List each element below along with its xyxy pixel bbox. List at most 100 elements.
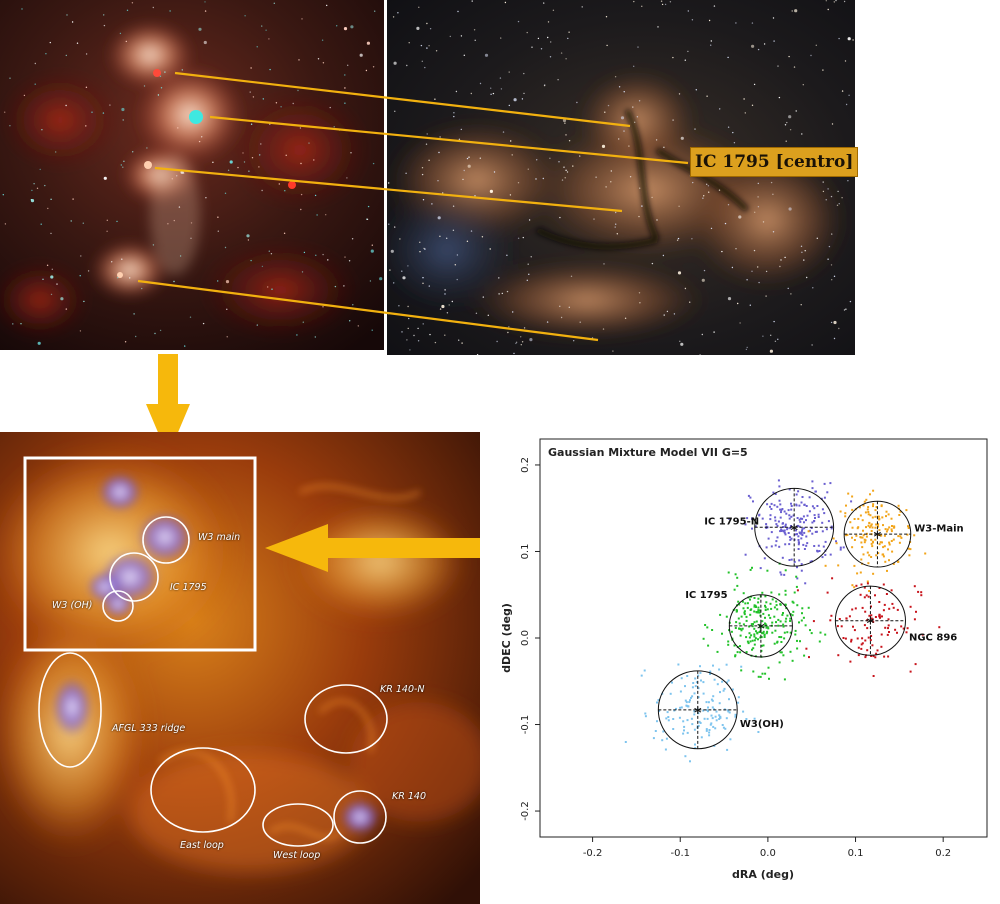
star — [3, 111, 6, 113]
data-point — [836, 625, 839, 628]
data-point — [830, 614, 833, 617]
star — [300, 208, 302, 211]
star — [30, 199, 33, 201]
data-point — [874, 616, 877, 618]
data-point — [713, 744, 716, 747]
star — [663, 314, 665, 316]
star — [669, 1, 672, 3]
data-point — [734, 654, 737, 657]
data-point — [750, 634, 753, 637]
data-point — [844, 637, 847, 640]
data-point — [673, 709, 676, 712]
data-point — [769, 518, 772, 521]
data-point — [693, 728, 696, 731]
data-point — [790, 558, 793, 561]
data-point — [726, 709, 729, 712]
data-point — [778, 593, 781, 596]
data-point — [680, 677, 683, 680]
data-point — [921, 633, 924, 636]
star — [50, 275, 54, 279]
star — [710, 227, 713, 230]
data-point — [824, 633, 827, 636]
star — [122, 119, 124, 121]
data-point — [782, 623, 785, 626]
data-point — [746, 640, 749, 643]
data-point — [784, 543, 787, 546]
data-point — [755, 630, 757, 633]
data-point — [898, 541, 901, 544]
data-point — [719, 613, 722, 616]
data-point — [848, 615, 851, 618]
data-point — [790, 515, 793, 518]
data-point — [757, 606, 760, 609]
data-point — [881, 615, 883, 618]
data-point — [888, 559, 890, 562]
data-point — [867, 511, 870, 513]
star — [836, 204, 839, 206]
y-tick-label: 0.2 — [520, 457, 531, 473]
star — [847, 180, 849, 182]
data-point — [751, 625, 754, 628]
star — [34, 83, 36, 85]
data-point — [780, 509, 783, 512]
star — [638, 100, 641, 102]
star — [50, 198, 52, 200]
data-point — [709, 723, 712, 726]
data-point — [782, 526, 785, 528]
data-point — [755, 611, 758, 614]
data-point — [894, 628, 897, 631]
star — [120, 164, 123, 166]
star — [616, 233, 618, 235]
star — [44, 184, 46, 187]
star — [661, 3, 664, 6]
data-point — [753, 635, 756, 638]
star — [453, 115, 455, 118]
star — [344, 74, 346, 76]
star — [224, 192, 227, 194]
data-point — [800, 531, 803, 534]
data-point — [878, 534, 881, 536]
data-point — [683, 725, 686, 728]
star — [481, 236, 484, 238]
data-point — [763, 634, 766, 637]
star — [746, 346, 748, 349]
x-axis-label: dRA (deg) — [732, 868, 794, 881]
data-point — [759, 567, 762, 570]
data-point — [698, 720, 701, 723]
star — [438, 151, 440, 154]
data-point — [851, 546, 854, 549]
star — [603, 263, 605, 265]
data-point — [860, 583, 863, 586]
data-point — [887, 618, 890, 621]
data-point — [726, 681, 729, 684]
star — [285, 154, 287, 156]
star — [103, 24, 106, 27]
star — [638, 292, 641, 294]
data-point — [762, 630, 765, 633]
star — [830, 321, 833, 324]
data-point — [737, 600, 740, 603]
star — [513, 98, 517, 102]
data-point — [796, 533, 798, 536]
star — [678, 205, 680, 207]
data-point — [806, 514, 809, 517]
data-point — [917, 590, 920, 593]
star — [251, 157, 254, 159]
data-point — [869, 639, 872, 642]
star — [581, 6, 583, 8]
data-point — [793, 560, 796, 563]
data-point — [736, 651, 739, 654]
data-point — [740, 665, 743, 668]
star — [517, 182, 520, 184]
data-point — [868, 526, 871, 529]
data-point — [726, 748, 729, 751]
star — [426, 133, 428, 135]
star — [419, 251, 421, 253]
data-point — [751, 517, 754, 520]
data-point — [754, 637, 757, 640]
star — [565, 169, 567, 171]
data-point — [765, 601, 768, 604]
data-point — [707, 710, 709, 713]
star — [327, 259, 329, 261]
data-point — [811, 521, 814, 524]
